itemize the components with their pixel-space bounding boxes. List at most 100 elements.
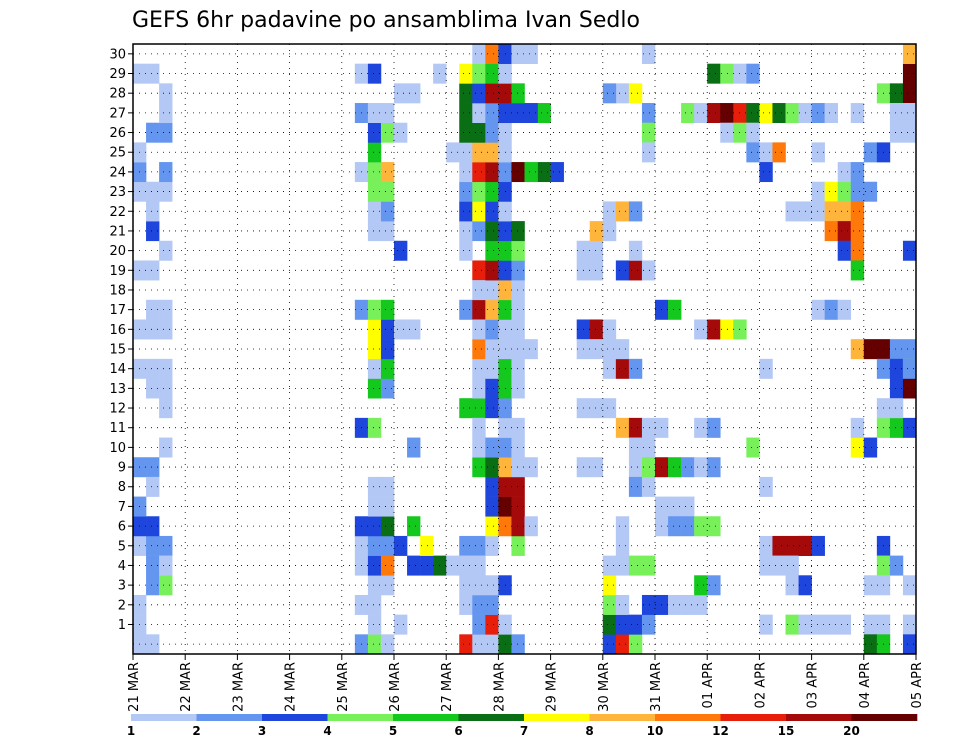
- precip-cell: [511, 44, 525, 64]
- precip-cell: [811, 201, 825, 222]
- precip-cell: [811, 614, 825, 635]
- x-tick-label: 27 MAR: [440, 662, 455, 712]
- x-axis: 21 MAR 22 MAR 23 MAR 24 MAR 25 MAR 26 MAR 27 M…: [127, 654, 925, 712]
- precip-cell: [837, 221, 852, 242]
- precip-cell: [472, 575, 486, 596]
- precip-cell: [380, 496, 395, 517]
- precip-cell: [628, 358, 643, 379]
- precip-cell: [589, 457, 604, 478]
- precip-cell: [472, 280, 486, 301]
- precip-cell: [511, 378, 525, 399]
- precip-cell: [694, 516, 708, 537]
- precip-cell: [472, 260, 486, 281]
- precip-cell: [380, 555, 395, 576]
- precip-cell: [485, 122, 499, 143]
- precip-cell: [602, 358, 617, 379]
- precip-cell: [472, 319, 486, 340]
- precip-cell: [811, 299, 825, 320]
- precip-cell: [824, 201, 838, 222]
- precipitation-cells: [133, 44, 917, 655]
- precip-cell: [902, 63, 917, 84]
- precip-cell: [394, 319, 408, 340]
- precip-cell: [615, 358, 630, 379]
- precip-cell: [615, 614, 630, 635]
- precip-cell: [524, 162, 538, 183]
- legend-swatch: [262, 714, 328, 721]
- precip-cell: [628, 417, 643, 438]
- precip-cell: [380, 221, 395, 242]
- precip-cell: [394, 122, 408, 143]
- precip-cell: [889, 358, 904, 379]
- precip-cell: [511, 221, 525, 242]
- precip-cell: [472, 437, 486, 458]
- precip-cell: [159, 535, 173, 556]
- precip-cell: [511, 634, 525, 655]
- precip-cell: [837, 299, 852, 320]
- precip-cell: [668, 516, 682, 537]
- precip-cell: [850, 181, 865, 202]
- precip-cell: [485, 201, 499, 222]
- precip-cell: [459, 575, 473, 596]
- precip-cell: [511, 496, 525, 517]
- precip-cell: [615, 417, 630, 438]
- legend-label: 8: [585, 724, 593, 738]
- legend-label: 6: [454, 724, 462, 738]
- precip-cell: [824, 614, 838, 635]
- precip-cell: [367, 634, 382, 655]
- precip-cell: [785, 614, 799, 635]
- precip-cell: [902, 83, 917, 104]
- y-tick-label: 15: [109, 343, 126, 358]
- precip-cell: [380, 201, 395, 222]
- precip-cell: [146, 299, 160, 320]
- precip-cell: [902, 575, 917, 596]
- precip-cell: [367, 594, 382, 615]
- precip-cell: [407, 555, 421, 576]
- legend-label: 3: [258, 724, 266, 738]
- precip-cell: [367, 476, 382, 497]
- y-tick-label: 7: [118, 500, 126, 515]
- precip-cell: [602, 398, 617, 419]
- precip-cell: [367, 575, 382, 596]
- precip-cell: [485, 103, 499, 124]
- precip-cell: [524, 457, 538, 478]
- precip-cell: [380, 162, 395, 183]
- precip-cell: [146, 457, 160, 478]
- precip-cell: [628, 476, 643, 497]
- precip-cell: [485, 496, 499, 517]
- precip-cell: [837, 181, 852, 202]
- precip-cell: [889, 378, 904, 399]
- legend-swatch: [131, 714, 197, 721]
- precip-cell: [902, 417, 917, 438]
- precip-cell: [850, 221, 865, 242]
- y-tick-label: 28: [109, 87, 126, 102]
- precip-cell: [485, 575, 499, 596]
- precip-cell: [159, 398, 173, 419]
- precip-cell: [459, 103, 473, 124]
- precip-cell: [159, 181, 173, 202]
- precip-cell: [524, 516, 538, 537]
- precip-cell: [615, 555, 630, 576]
- legend-label: 4: [323, 724, 331, 738]
- y-tick-label: 12: [109, 402, 126, 417]
- precip-cell: [772, 103, 786, 124]
- precip-cell: [628, 634, 643, 655]
- precip-cell: [628, 240, 643, 261]
- precip-cell: [668, 594, 682, 615]
- x-tick-label: 31 MAR: [649, 662, 664, 712]
- precip-cell: [759, 103, 773, 124]
- precip-cell: [694, 417, 708, 438]
- y-tick-label: 24: [109, 165, 126, 180]
- precip-cell: [394, 240, 408, 261]
- precip-cell: [707, 575, 721, 596]
- precip-cell: [602, 201, 617, 222]
- precip-cell: [146, 319, 160, 340]
- precip-cell: [159, 83, 173, 104]
- precip-cell: [159, 240, 173, 261]
- y-tick-label: 25: [109, 146, 126, 161]
- precip-cell: [602, 594, 617, 615]
- precip-cell: [380, 358, 395, 379]
- precip-cell: [380, 339, 395, 360]
- precip-cell: [524, 339, 538, 360]
- precip-cell: [694, 594, 708, 615]
- precip-cell: [824, 103, 838, 124]
